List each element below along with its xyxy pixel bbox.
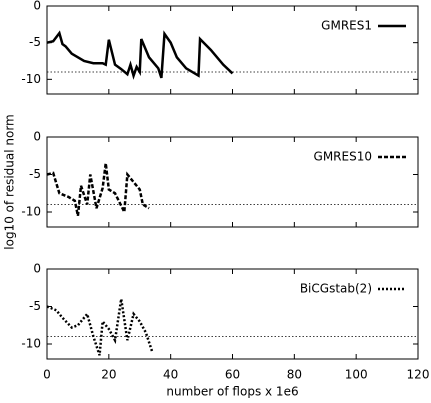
x-tick-label: 40 xyxy=(163,368,178,382)
series-line xyxy=(46,30,234,80)
x-tick-label: 100 xyxy=(345,368,368,382)
x-tick-label: 80 xyxy=(287,368,302,382)
y-tick-label: 0 xyxy=(33,262,41,276)
x-tick-label: 60 xyxy=(225,368,240,382)
legend-label: BiCGstab(2) xyxy=(300,282,372,296)
legend-label: GMRES1 xyxy=(321,19,372,33)
y-tick-label: -5 xyxy=(29,299,41,313)
x-tick-label: 120 xyxy=(407,368,430,382)
x-axis-label: number of flops x 1e6 xyxy=(166,385,298,399)
series-line xyxy=(46,163,150,217)
x-tick-label: 20 xyxy=(101,368,116,382)
y-tick-label: 0 xyxy=(33,130,41,144)
legend-label: GMRES10 xyxy=(314,150,372,164)
y-tick-label: -10 xyxy=(21,205,41,219)
x-tick-label: 0 xyxy=(43,368,51,382)
y-tick-label: -5 xyxy=(29,35,41,49)
y-tick-label: -5 xyxy=(29,167,41,181)
series-line xyxy=(46,298,154,356)
y-tick-label: -10 xyxy=(21,72,41,86)
y-tick-label: 0 xyxy=(33,0,41,13)
y-tick-label: -10 xyxy=(21,337,41,351)
y-axis-label: log10 of residual norm xyxy=(3,114,17,249)
